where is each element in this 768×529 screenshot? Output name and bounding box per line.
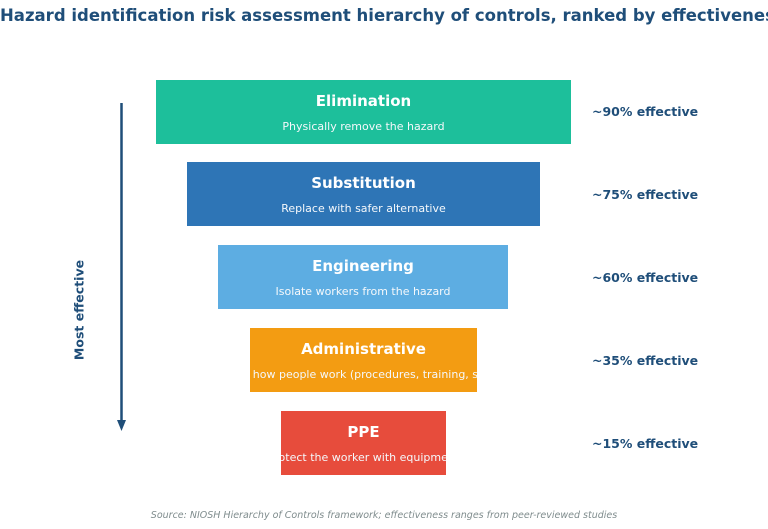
- level-name: Engineering: [312, 257, 414, 275]
- axis-label: Most effective: [71, 259, 87, 361]
- level-name: Elimination: [315, 92, 412, 110]
- level-description: Physically remove the hazard: [282, 120, 445, 133]
- level-name: Administrative: [301, 340, 426, 358]
- level-name: PPE: [347, 423, 380, 441]
- level-description: Change how people work (procedures, trai…: [250, 368, 477, 381]
- down-arrow-icon: [117, 103, 126, 431]
- level-ppe: PPE Protect the worker with equipment: [281, 411, 446, 475]
- level-substitution: Substitution Replace with safer alternat…: [187, 162, 540, 226]
- diagram-title: Hazard identification risk assessment hi…: [0, 6, 768, 25]
- level-description: Isolate workers from the hazard: [275, 285, 451, 298]
- level-description: Protect the worker with equipment: [281, 451, 446, 464]
- effectiveness-administrative: ~35% effective: [592, 353, 699, 368]
- level-administrative: Administrative Change how people work (p…: [250, 328, 477, 392]
- level-engineering: Engineering Isolate workers from the haz…: [218, 245, 508, 309]
- effectiveness-substitution: ~75% effective: [592, 187, 699, 202]
- effectiveness-ppe: ~15% effective: [592, 436, 699, 451]
- level-name: Substitution: [311, 174, 416, 192]
- effectiveness-elimination: ~90% effective: [592, 104, 699, 119]
- source-note: Source: NIOSH Hierarchy of Controls fram…: [150, 510, 618, 521]
- level-description: Replace with safer alternative: [281, 202, 446, 215]
- level-elimination: Elimination Physically remove the hazard: [156, 80, 571, 144]
- effectiveness-engineering: ~60% effective: [592, 270, 699, 285]
